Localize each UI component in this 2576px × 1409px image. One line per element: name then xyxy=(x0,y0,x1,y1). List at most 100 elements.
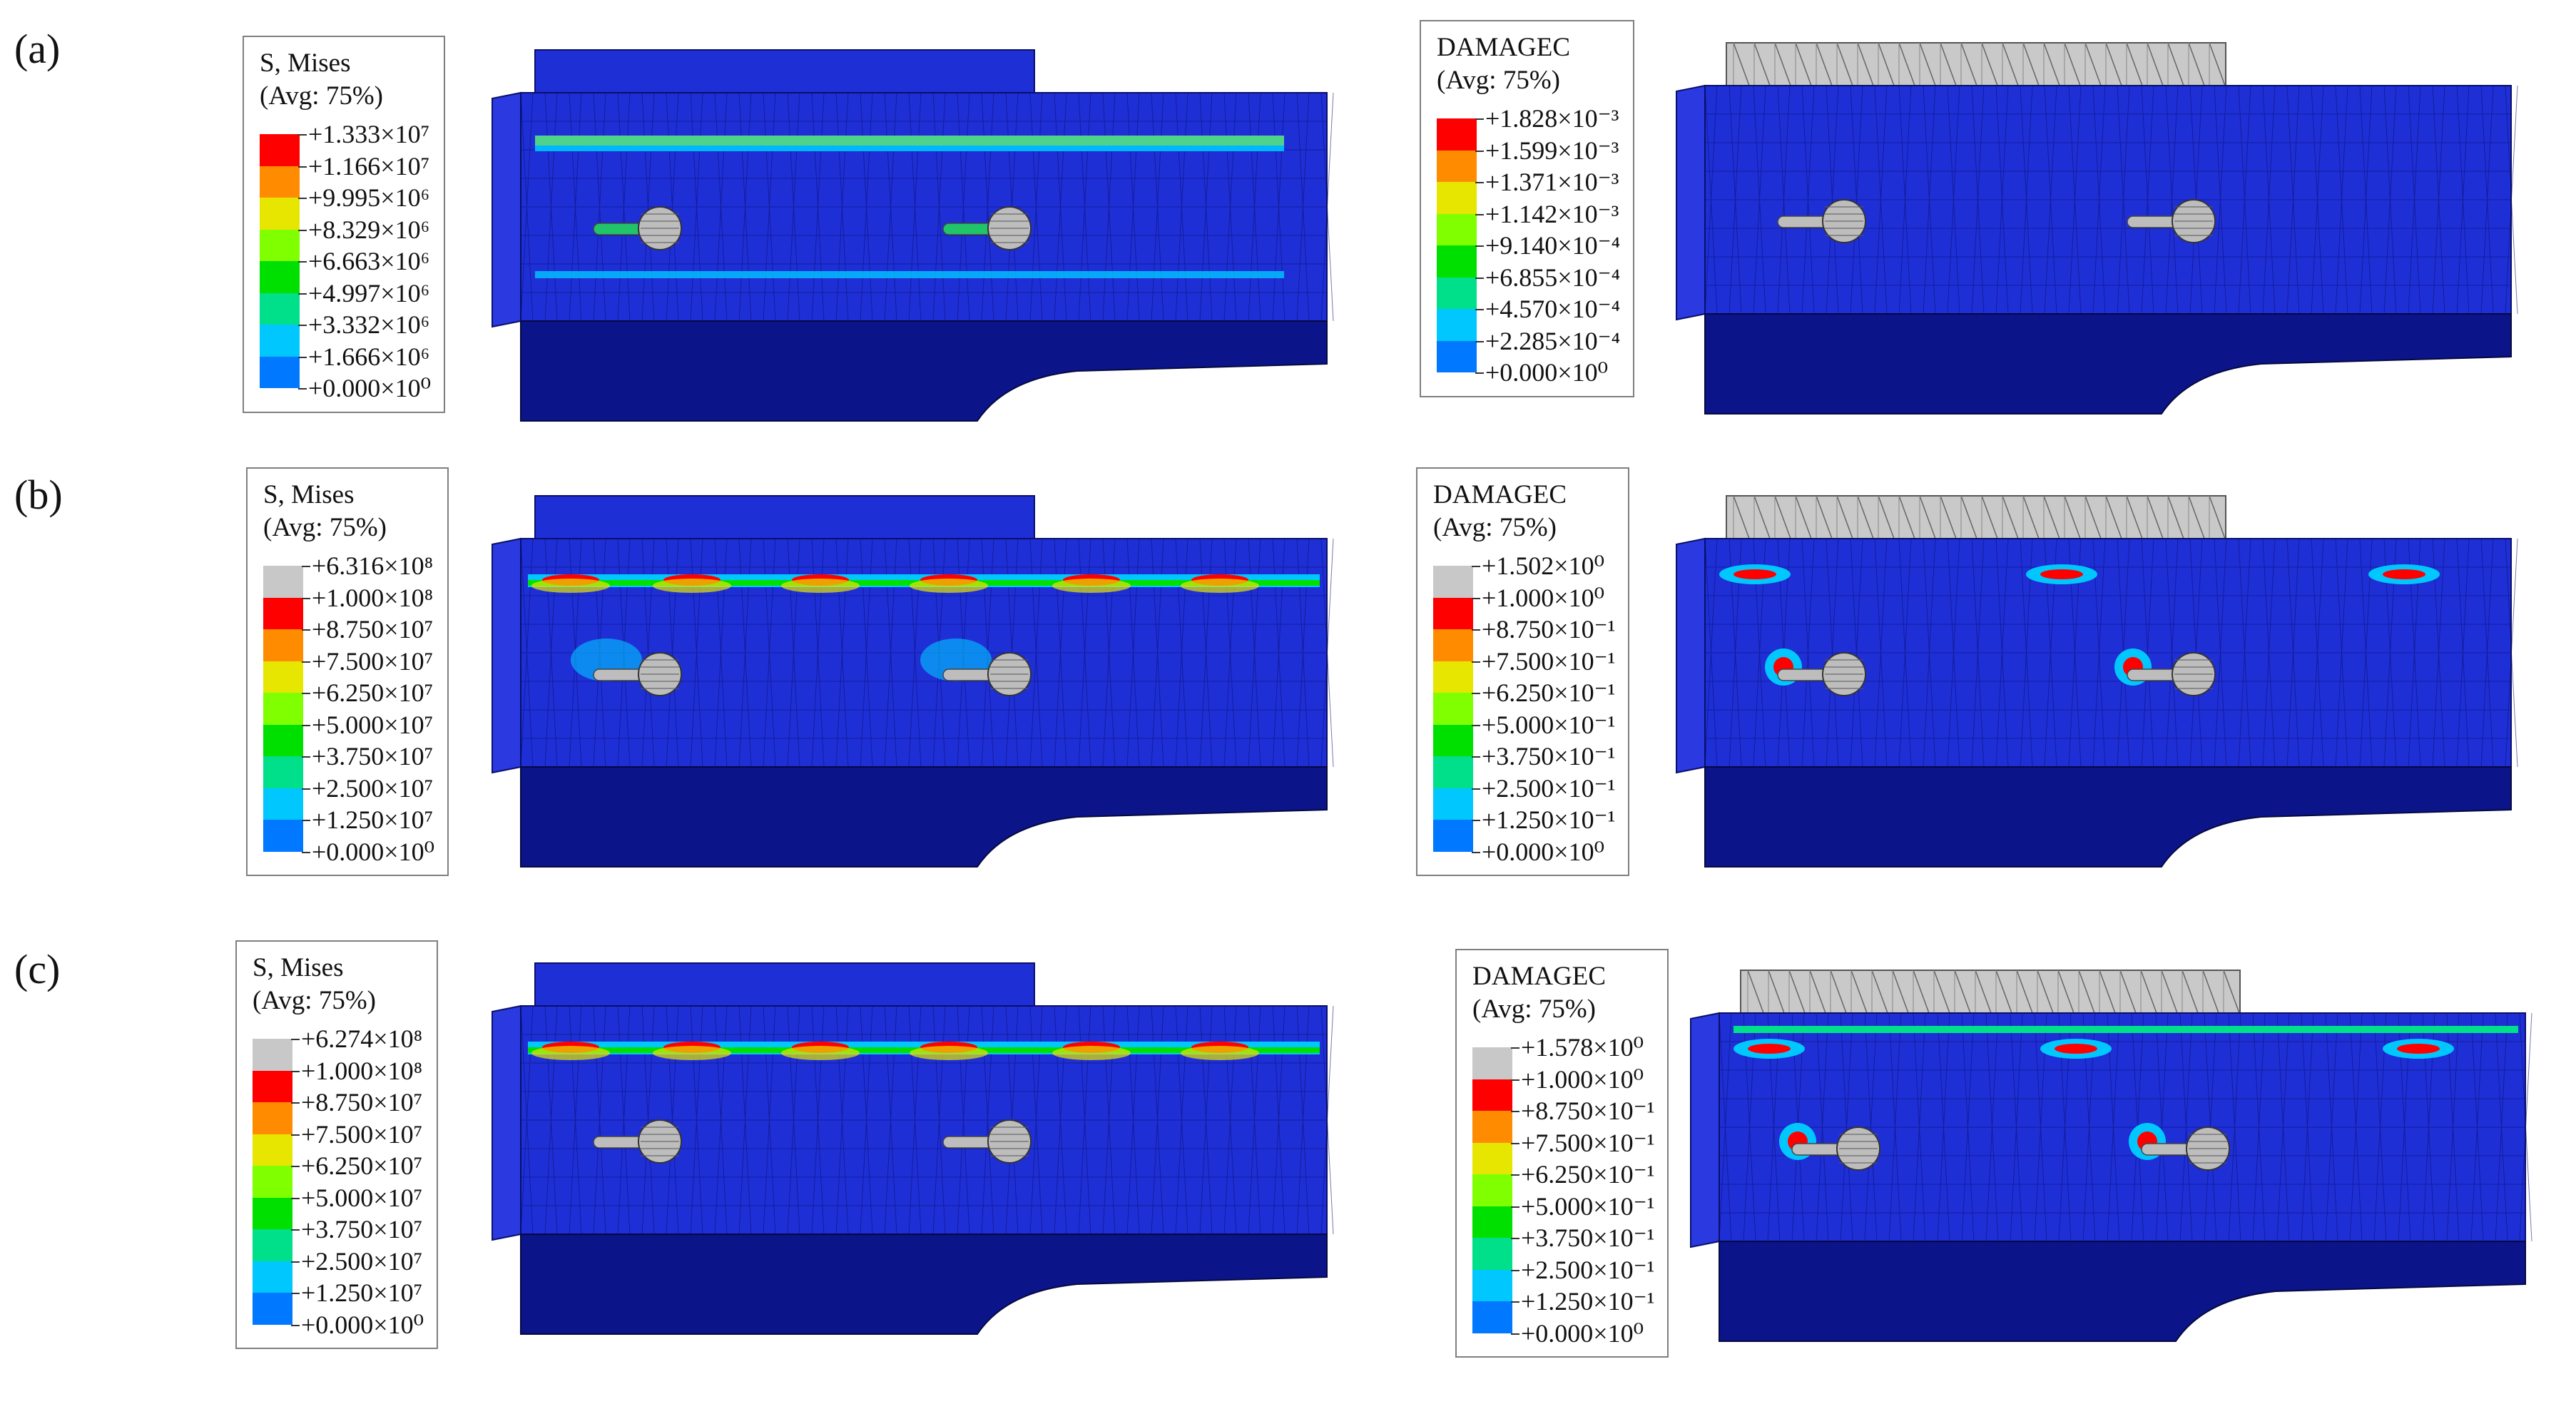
legend-swatch xyxy=(1433,724,1473,756)
stud xyxy=(920,639,1032,696)
panel-c-mises xyxy=(235,935,1334,1335)
legend-swatch xyxy=(260,198,300,230)
beam-bottom xyxy=(520,766,1328,868)
legend-subtitle: (Avg: 75%) xyxy=(1433,513,1557,542)
beam-side xyxy=(1690,1012,1720,1248)
legend-value: +6.274×10⁸ xyxy=(290,1023,424,1055)
beam-model xyxy=(1676,495,2518,868)
legend-swatch xyxy=(260,166,300,198)
legend-title: S, Mises xyxy=(263,480,355,509)
stud xyxy=(593,206,682,250)
legend-swatch xyxy=(253,1039,292,1071)
legend-swatch xyxy=(1437,118,1477,151)
legend-value: +0.000×10⁰ xyxy=(301,836,434,868)
legend-colorbar xyxy=(260,134,300,388)
legend-swatch xyxy=(253,1197,292,1229)
row-label-b: (b) xyxy=(14,472,63,518)
legend-value: +6.316×10⁸ xyxy=(301,550,434,582)
legend-body: +1.333×10⁷ +1.166×10⁷ +9.995×10⁶ +8.329×10⁶… xyxy=(260,118,431,405)
legend-value: +2.500×10⁷ xyxy=(290,1246,424,1278)
legend-value: +3.750×10⁷ xyxy=(290,1214,424,1246)
legend-body: +1.828×10⁻³ +1.599×10⁻³ +1.371×10⁻³ +1.142×… xyxy=(1437,103,1620,389)
fe-model-render xyxy=(1676,42,2518,414)
beam-bottom xyxy=(520,320,1328,422)
legend-value: +0.000×10⁰ xyxy=(1475,357,1620,389)
contour-bands xyxy=(1734,1026,2518,1059)
legend-swatch xyxy=(1472,1142,1512,1174)
legend-swatch xyxy=(1437,340,1477,372)
shear-studs xyxy=(593,206,1032,250)
contour-legend: S, Mises (Avg: 75%) +6.316×10⁸ +1.000×10⁸ +8… xyxy=(246,467,449,876)
legend-value: +9.140×10⁻⁴ xyxy=(1475,230,1620,262)
legend-value: +1.599×10⁻³ xyxy=(1475,135,1620,167)
legend-swatch xyxy=(1437,182,1477,214)
legend-swatch xyxy=(1437,277,1477,309)
beam-side xyxy=(1676,537,1706,774)
legend-value: +1.250×10⁻¹ xyxy=(1471,804,1615,836)
fe-mesh xyxy=(1704,85,2518,315)
contour-bands xyxy=(528,1042,1320,1060)
legend-swatch xyxy=(253,1293,292,1325)
legend-value: +1.250×10⁻¹ xyxy=(1510,1286,1654,1318)
contour-legend: DAMAGEC (Avg: 75%) +1.828×10⁻³ +1.599×10⁻³ +… xyxy=(1420,20,1635,397)
fe-mesh xyxy=(1704,538,2518,768)
beam-model xyxy=(1676,42,2518,414)
beam-bottom xyxy=(1704,313,2512,414)
legend-swatch xyxy=(263,756,303,788)
legend-swatch xyxy=(1433,597,1473,629)
legend-subtitle: (Avg: 75%) xyxy=(260,81,383,111)
legend-value: +1.166×10⁷ xyxy=(297,151,431,183)
legend-value: +2.500×10⁷ xyxy=(301,773,434,805)
beam-model xyxy=(1690,970,2532,1342)
legend-value: +0.000×10⁰ xyxy=(1510,1318,1654,1350)
legend-value: +3.750×10⁻¹ xyxy=(1471,741,1615,773)
legend-value: +1.666×10⁶ xyxy=(297,341,431,373)
legend-value: +1.250×10⁷ xyxy=(290,1277,424,1309)
legend-value: +3.750×10⁻¹ xyxy=(1510,1222,1654,1254)
legend-swatch xyxy=(1472,1301,1512,1333)
legend-value: +8.750×10⁷ xyxy=(290,1087,424,1119)
contour-legend: S, Mises (Avg: 75%) +1.333×10⁷ +1.166×10⁷ +9… xyxy=(243,36,446,413)
stud xyxy=(593,1119,682,1164)
legend-value: +3.750×10⁷ xyxy=(301,741,434,773)
legend-swatch xyxy=(260,261,300,293)
shear-studs xyxy=(1779,1123,2230,1171)
legend-colorbar xyxy=(263,566,303,852)
legend-swatch xyxy=(253,1102,292,1134)
legend-swatch xyxy=(260,134,300,166)
panel-a-damagec xyxy=(1420,14,2518,414)
legend-swatch xyxy=(253,1134,292,1166)
shear-studs xyxy=(593,1119,1032,1164)
legend-body: +1.502×10⁰ +1.000×10⁰ +8.750×10⁻¹ +7.500×10… xyxy=(1433,550,1615,868)
beam-model xyxy=(492,962,1334,1335)
shear-studs xyxy=(1777,199,2216,243)
legend-value: +2.500×10⁻¹ xyxy=(1510,1254,1654,1286)
legend-value: +5.000×10⁷ xyxy=(301,709,434,741)
legend-swatch xyxy=(1437,213,1477,245)
legend-value: +6.663×10⁶ xyxy=(297,245,431,278)
beam-side xyxy=(492,91,521,328)
legend-value: +7.500×10⁷ xyxy=(290,1119,424,1151)
legend-value: +8.750×10⁻¹ xyxy=(1471,614,1615,646)
legend-value: +8.750×10⁷ xyxy=(301,614,434,646)
panel-b-damagec xyxy=(1420,467,2518,868)
legend-swatch xyxy=(1437,309,1477,341)
shear-studs xyxy=(571,639,1032,696)
legend-swatch xyxy=(260,293,300,325)
legend-body: +1.578×10⁰ +1.000×10⁰ +8.750×10⁻¹ +7.500×10… xyxy=(1472,1032,1654,1349)
legend-swatch xyxy=(1433,566,1473,598)
beam-model xyxy=(492,495,1334,868)
row-label-c: (c) xyxy=(14,946,61,992)
legend-swatch xyxy=(263,566,303,598)
legend-value: +0.000×10⁰ xyxy=(297,372,431,405)
legend-swatch xyxy=(263,788,303,820)
legend-swatch xyxy=(1472,1174,1512,1206)
legend-value: +1.828×10⁻³ xyxy=(1475,103,1620,135)
legend-swatch xyxy=(1437,245,1477,278)
row-label-a: (a) xyxy=(14,26,61,72)
legend-colorbar xyxy=(253,1039,292,1325)
legend-colorbar xyxy=(1437,118,1477,372)
shear-studs xyxy=(1765,648,2216,696)
contour-legend: S, Mises (Avg: 75%) +6.274×10⁸ +1.000×10⁸ +8… xyxy=(235,940,439,1349)
stud xyxy=(571,639,682,696)
